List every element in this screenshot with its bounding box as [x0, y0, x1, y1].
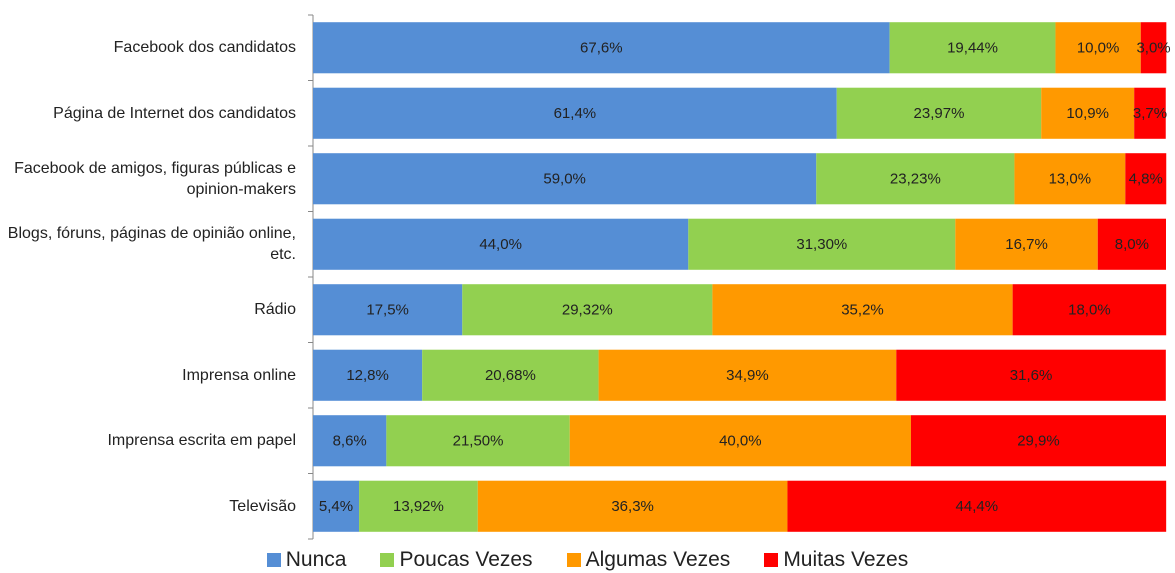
legend-swatch — [266, 553, 281, 567]
category-label: Facebook dos candidatos — [0, 15, 296, 81]
value-label: 13,92% — [393, 498, 444, 515]
value-label: 12,8% — [346, 367, 389, 384]
category-text: Facebook de amigos, figuras públicas e o… — [14, 159, 296, 198]
bar-segment — [1012, 284, 1167, 336]
category-text: Imprensa online — [182, 366, 296, 384]
legend-text: Muitas Vezes — [783, 548, 909, 571]
category-label: Imprensa escrita em papel — [0, 408, 296, 474]
category-label: Facebook de amigos, figuras públicas e o… — [0, 146, 296, 212]
value-label: 8,6% — [333, 433, 367, 450]
category-label: Rádio — [0, 277, 296, 343]
value-label: 10,0% — [1077, 40, 1120, 57]
value-label: 29,32% — [562, 302, 613, 319]
bar-segment — [688, 218, 956, 270]
bar-segment — [955, 218, 1098, 270]
category-label: Página de Internet dos candidatos — [0, 81, 296, 147]
category-label: Blogs, fóruns, páginas de opinião online… — [0, 212, 296, 278]
bar-segment — [477, 480, 788, 532]
bar-segment — [313, 349, 423, 401]
bar-segment — [1041, 87, 1135, 139]
bar-segment — [313, 415, 387, 467]
category-text: Facebook dos candidatos — [113, 39, 296, 57]
value-label: 16,7% — [1005, 236, 1048, 253]
bar-segment — [816, 153, 1015, 205]
bar-segment — [313, 480, 360, 532]
value-label: 13,0% — [1049, 171, 1092, 188]
bar-segment — [1125, 153, 1167, 205]
bar-segment — [462, 284, 713, 336]
bar-segment — [1097, 218, 1166, 270]
category-text: Imprensa escrita em papel — [107, 432, 296, 450]
legend-swatch — [764, 553, 779, 567]
bar-segment — [386, 415, 570, 467]
value-label: 29,9% — [1017, 433, 1060, 450]
bar-segment — [787, 480, 1167, 532]
value-label: 5,4% — [319, 498, 353, 515]
legend-item: Poucas Vezes — [380, 548, 533, 572]
value-label: 31,6% — [1010, 367, 1053, 384]
value-label: 36,3% — [611, 498, 654, 515]
value-label: 20,68% — [485, 367, 536, 384]
bar-segment — [910, 415, 1166, 467]
legend-swatch — [380, 553, 395, 567]
value-label: 4,8% — [1129, 171, 1163, 188]
category-label: Televisão — [0, 474, 296, 540]
category-text: Rádio — [254, 301, 296, 319]
value-label: 40,0% — [719, 433, 762, 450]
value-label: 17,5% — [366, 302, 409, 319]
bar-segment — [313, 87, 837, 139]
value-label: 19,44% — [947, 40, 998, 57]
bar-segment — [1134, 87, 1166, 139]
value-label: 35,2% — [841, 302, 884, 319]
bar-segment — [598, 349, 897, 401]
legend: Nunca Poucas Vezes Algumas Vezes Muitas Vez… — [0, 548, 1175, 572]
legend-swatch — [566, 553, 581, 567]
legend-text: Nunca — [285, 548, 347, 571]
value-label: 10,9% — [1066, 105, 1109, 122]
value-label: 67,6% — [580, 40, 623, 57]
bar-segment — [836, 87, 1042, 139]
value-label: 18,0% — [1068, 302, 1111, 319]
bar-segment — [313, 22, 890, 74]
category-label: Imprensa online — [0, 343, 296, 409]
legend-item: Algumas Vezes — [566, 548, 731, 572]
legend-item: Nunca — [266, 548, 347, 572]
bar-segment — [1140, 22, 1167, 74]
value-label: 59,0% — [543, 171, 586, 188]
legend-item: Muitas Vezes — [764, 548, 908, 572]
bar-segment — [712, 284, 1013, 336]
value-label: 3,0% — [1136, 40, 1170, 57]
bar-segment — [313, 218, 689, 270]
bar-segment — [313, 153, 817, 205]
bar-segment — [1055, 22, 1141, 74]
bar-segment — [896, 349, 1166, 401]
value-label: 21,50% — [453, 433, 504, 450]
category-text: Página de Internet dos candidatos — [53, 104, 296, 122]
value-label: 44,0% — [479, 236, 522, 253]
bar-segment — [569, 415, 911, 467]
legend-text: Algumas Vezes — [585, 548, 731, 571]
value-label: 61,4% — [554, 105, 597, 122]
bar-segment — [889, 22, 1056, 74]
legend-text: Poucas Vezes — [399, 548, 533, 571]
value-label: 3,7% — [1133, 105, 1167, 122]
category-text: Blogs, fóruns, páginas de opinião online… — [7, 225, 296, 264]
value-label: 8,0% — [1115, 236, 1149, 253]
bar-segment — [313, 284, 463, 336]
bar-segment — [422, 349, 599, 401]
category-text: Televisão — [229, 497, 296, 515]
bar-segment — [1014, 153, 1126, 205]
value-label: 23,23% — [890, 171, 941, 188]
value-label: 23,97% — [914, 105, 965, 122]
value-label: 31,30% — [796, 236, 847, 253]
value-label: 44,4% — [956, 498, 999, 515]
value-label: 34,9% — [726, 367, 769, 384]
bar-segment — [359, 480, 478, 532]
